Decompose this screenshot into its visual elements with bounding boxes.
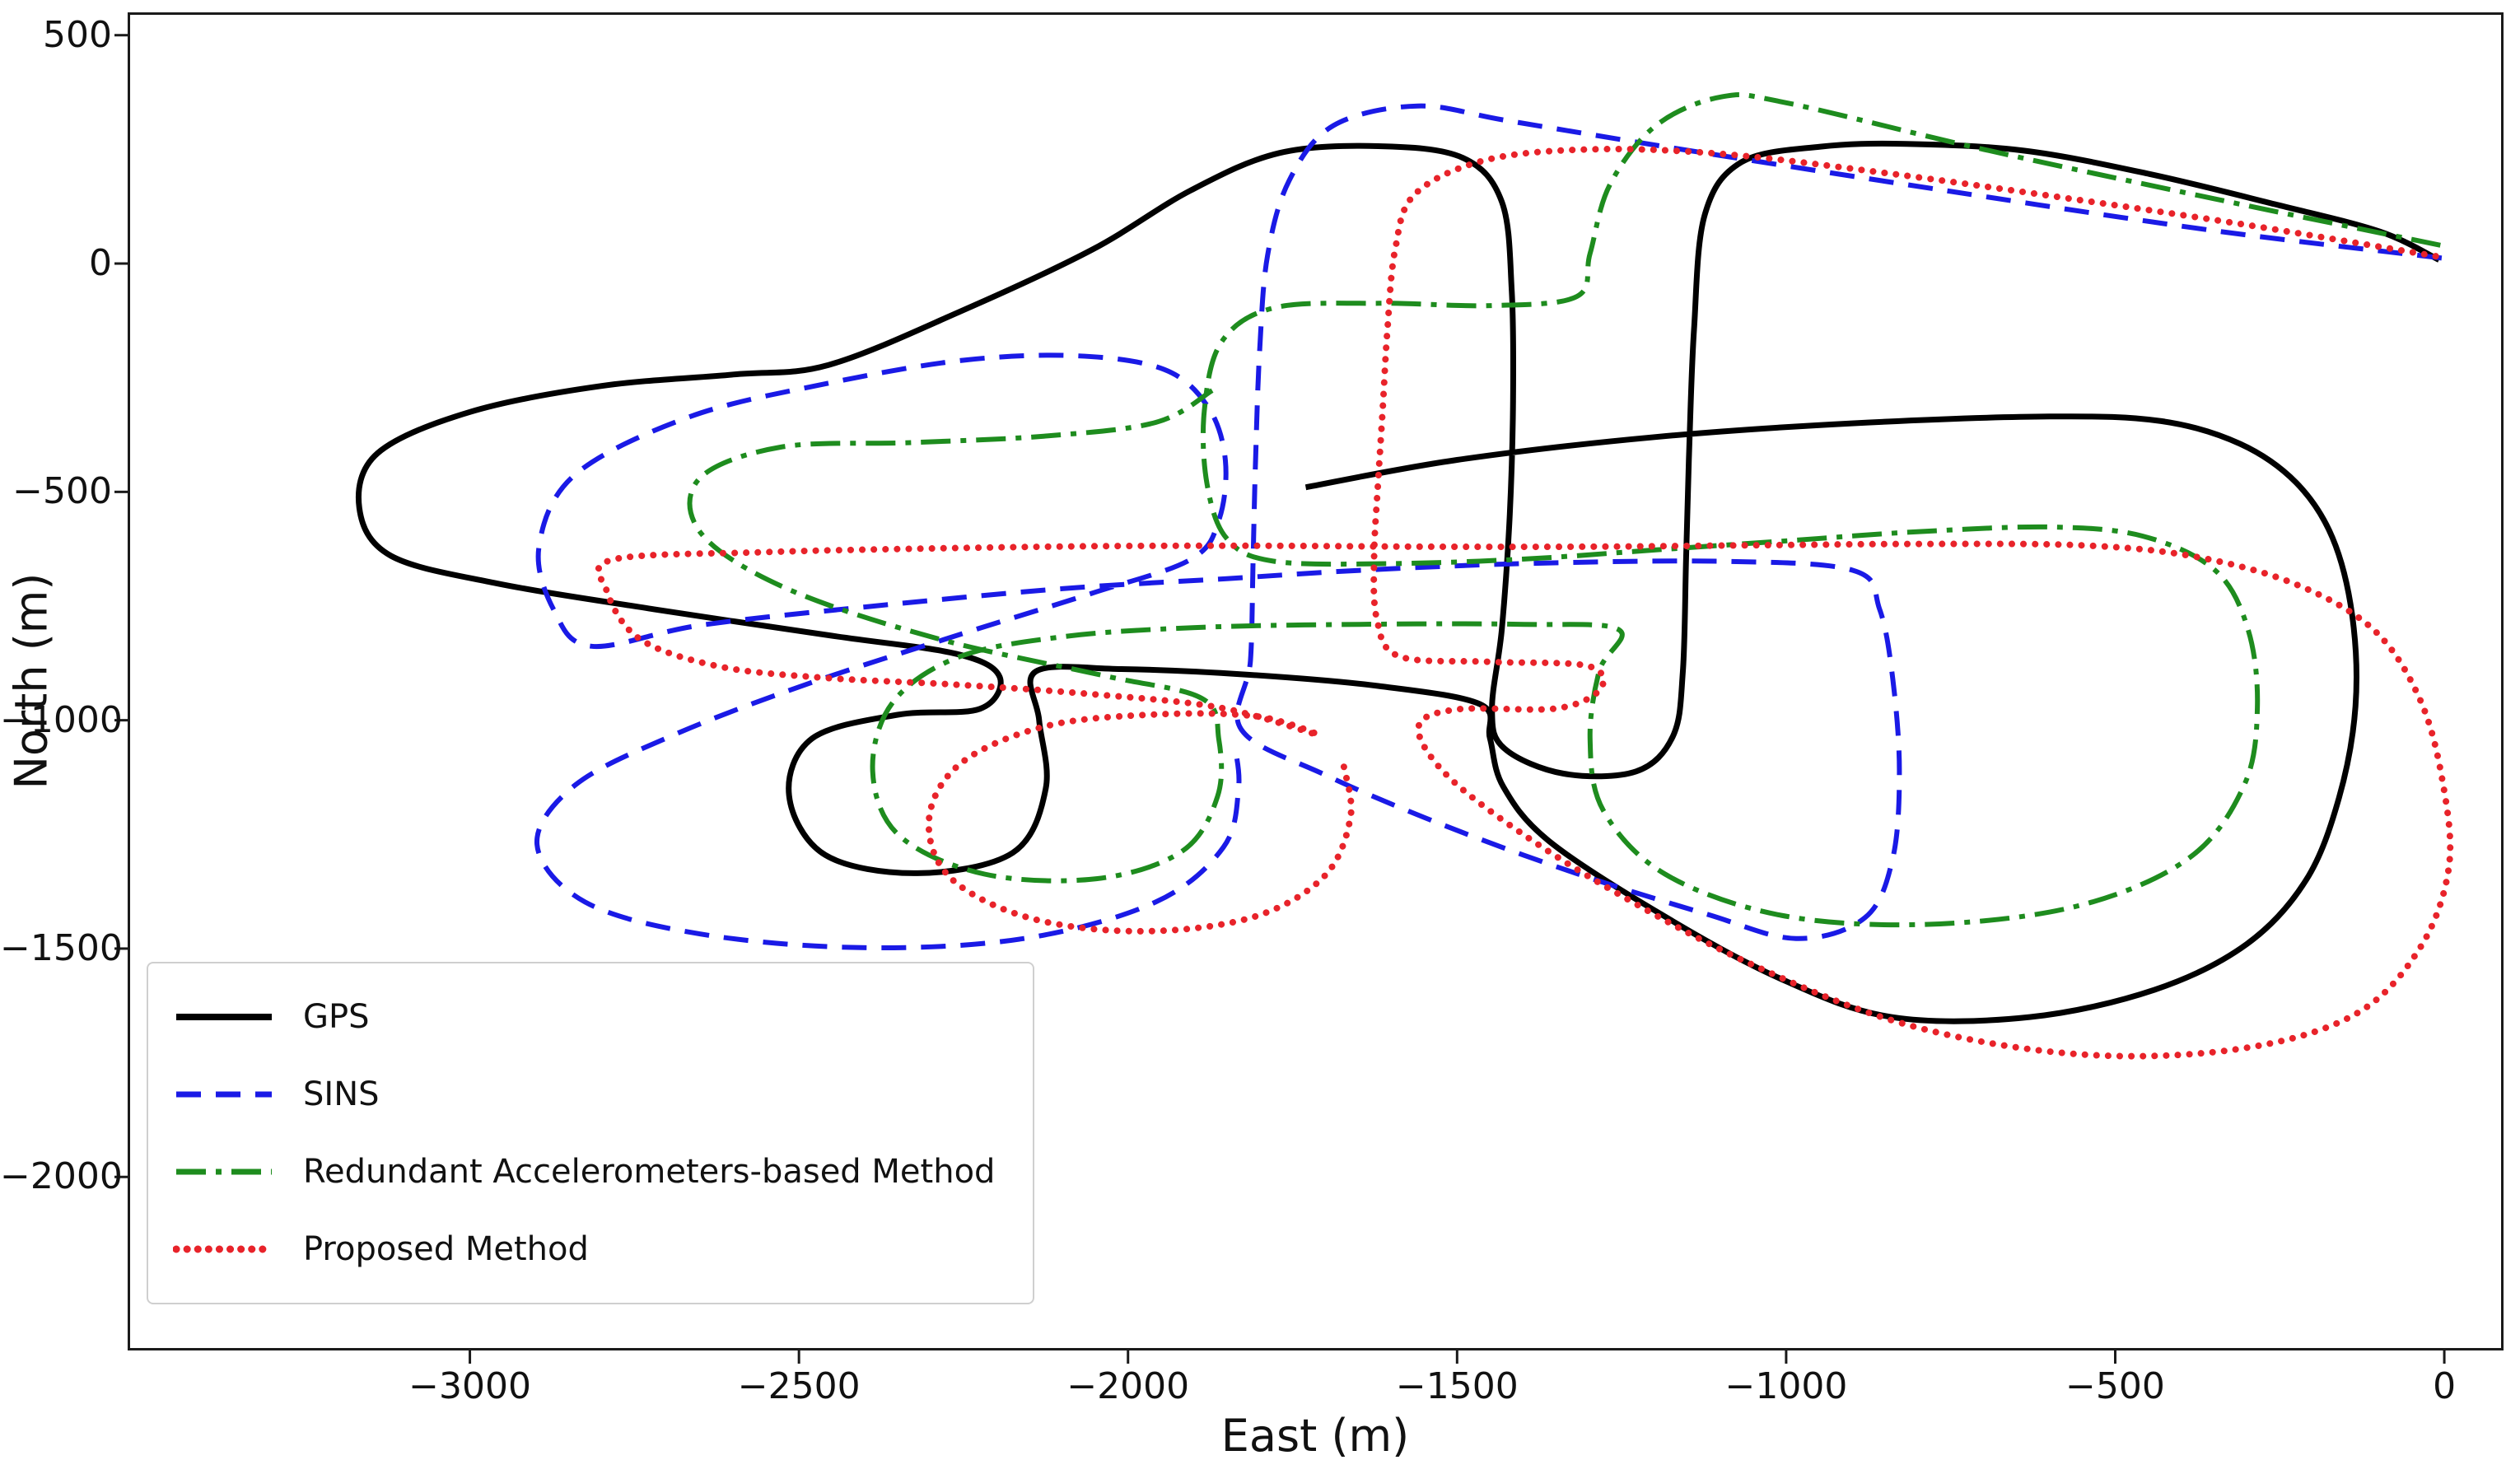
legend-item-proposed-method: Proposed Method xyxy=(173,1210,995,1288)
trajectory-proposed-method xyxy=(595,146,2454,1060)
legend: GPS SINS Redundant Accelerometers-based Me… xyxy=(147,962,1035,1304)
legend-item-sins: SINS xyxy=(173,1056,995,1133)
x-axis-label: East (m) xyxy=(1220,1410,1410,1462)
trajectory-canvas xyxy=(114,34,2454,1364)
y-tick-label: −500 xyxy=(12,470,112,513)
y-tick-label: 0 xyxy=(89,242,112,285)
y-tick-label: −2000 xyxy=(0,1155,123,1198)
legend-label: GPS xyxy=(303,998,370,1036)
x-tick-label: −2000 xyxy=(1066,1365,1190,1407)
sins-line-sample xyxy=(176,1091,272,1098)
x-tick-label: −2500 xyxy=(737,1365,861,1407)
redundant-accelerometers-based-method-line-sample xyxy=(176,1168,272,1175)
legend-label: Redundant Accelerometers-based Method xyxy=(303,1153,996,1191)
legend-item-redundant-accelerometers-based-method: Redundant Accelerometers-based Method xyxy=(173,1133,995,1210)
legend-item-gps: GPS xyxy=(173,978,995,1056)
x-tick-label: −3000 xyxy=(408,1365,531,1407)
x-tick-label: −500 xyxy=(2065,1365,2165,1407)
proposed-method-line-sample xyxy=(173,1245,275,1253)
y-tick-label: −1500 xyxy=(0,926,123,969)
legend-label: SINS xyxy=(303,1075,380,1113)
trajectory-redundant-accelerometers-based-method xyxy=(687,92,2441,928)
y-tick-label: 500 xyxy=(43,13,112,56)
y-tick-label: −1000 xyxy=(0,698,123,741)
trajectory-gps xyxy=(355,140,2441,1024)
legend-label: Proposed Method xyxy=(303,1230,589,1268)
gps-line-sample xyxy=(176,1014,272,1020)
x-tick-label: 0 xyxy=(2433,1365,2457,1407)
y-axis-label: North (m) xyxy=(5,572,58,790)
x-tick-label: −1000 xyxy=(1724,1365,1848,1407)
trajectory-sins xyxy=(534,103,2443,950)
x-tick-label: −1500 xyxy=(1395,1365,1519,1407)
